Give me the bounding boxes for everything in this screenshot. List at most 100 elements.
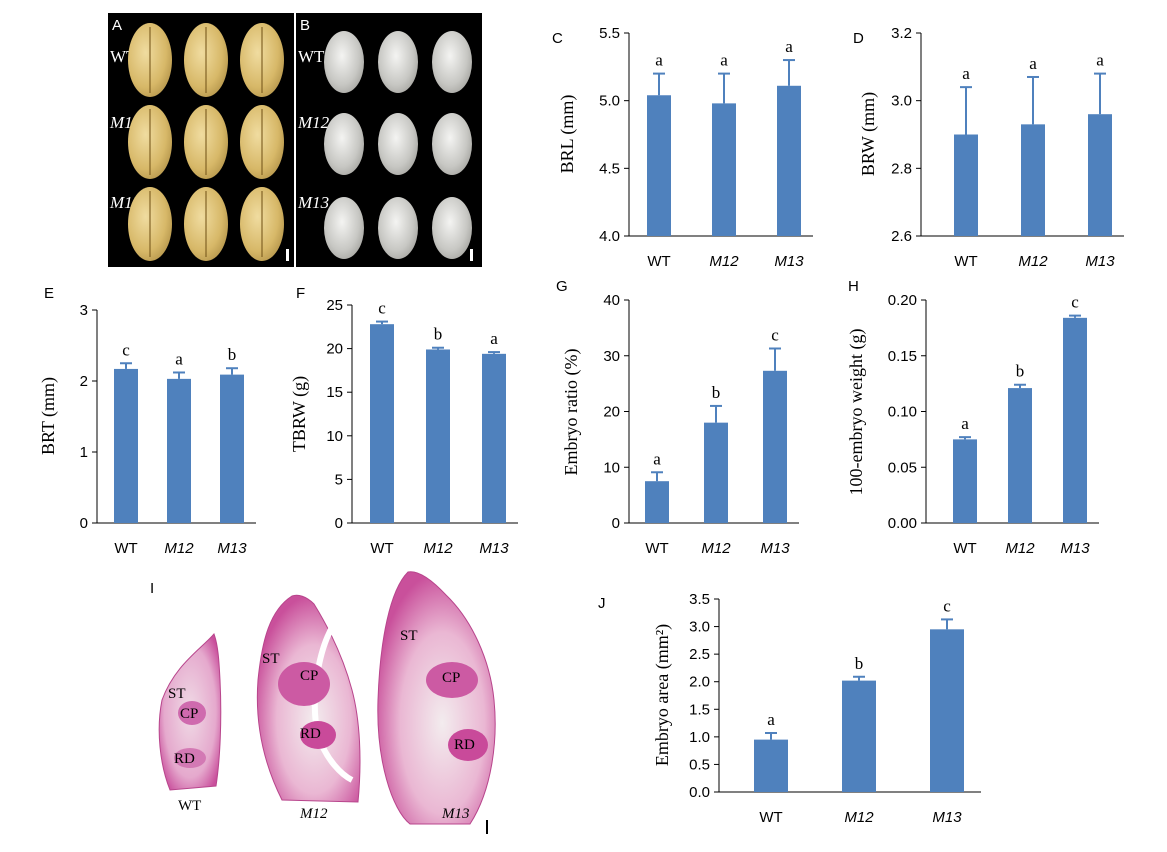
y-tick-label: 25 bbox=[326, 297, 343, 314]
bar-m12 bbox=[712, 103, 736, 236]
bar-wt bbox=[114, 368, 138, 523]
y-tick-label: 3.0 bbox=[689, 619, 710, 636]
section-caption-m12: M12 bbox=[300, 806, 328, 822]
panel-letter-h: H bbox=[848, 278, 859, 295]
category-label: M12 bbox=[1018, 253, 1048, 270]
y-axis-title: BRT (mm) bbox=[38, 377, 59, 455]
panel-letter-a: A bbox=[112, 17, 123, 34]
scale-bar bbox=[286, 249, 289, 261]
section-m13-cp bbox=[426, 662, 478, 698]
grain-image bbox=[240, 105, 284, 179]
category-label: M13 bbox=[760, 540, 790, 557]
significance-letter: a bbox=[175, 349, 183, 368]
y-tick-label: 4.5 bbox=[599, 160, 620, 177]
y-tick-label: 5 bbox=[335, 471, 343, 488]
section-label-rd: RD bbox=[454, 737, 475, 753]
panel-letter-c: C bbox=[552, 30, 563, 47]
y-tick-label: 0.5 bbox=[689, 756, 710, 773]
significance-letter: a bbox=[1029, 54, 1037, 73]
section-label-st: ST bbox=[400, 628, 418, 644]
category-label: M12 bbox=[423, 540, 453, 557]
category-label: WT bbox=[759, 809, 782, 826]
y-tick-label: 2.5 bbox=[689, 646, 710, 663]
y-tick-label: 4.0 bbox=[599, 228, 620, 245]
significance-letter: a bbox=[962, 64, 970, 83]
category-label: M13 bbox=[932, 809, 962, 826]
grain-image bbox=[128, 23, 172, 97]
grain-image bbox=[432, 197, 472, 259]
bar-m12 bbox=[1008, 388, 1032, 523]
y-axis-title: Embryo ratio (%) bbox=[561, 349, 582, 476]
y-tick-label: 5.5 bbox=[599, 25, 620, 42]
grain-image bbox=[184, 105, 228, 179]
photo-panel-dehulled: B WT M12 M13 bbox=[296, 13, 482, 267]
section-label-rd: RD bbox=[174, 751, 195, 767]
category-label: M13 bbox=[774, 253, 804, 270]
row-label-m12: M12 bbox=[298, 113, 330, 132]
category-label: M13 bbox=[1085, 253, 1115, 270]
y-tick-label: 0.0 bbox=[689, 784, 710, 801]
grain-image bbox=[240, 187, 284, 261]
bar-m13 bbox=[777, 85, 801, 236]
y-tick-label: 1 bbox=[80, 444, 88, 461]
significance-letter: c bbox=[378, 299, 386, 318]
significance-letter: a bbox=[653, 449, 661, 468]
panel-letter-e: E bbox=[44, 285, 55, 302]
photo-panel-hulled: A WT M12 M13 bbox=[108, 13, 294, 267]
chart-f: 0 5 10 15 20 25 TBRW (g) c WT b M12 a M13 bbox=[289, 297, 518, 557]
bar-m13 bbox=[1063, 317, 1087, 523]
bar-wt bbox=[954, 134, 978, 236]
section-m13 bbox=[377, 571, 496, 825]
section-label-st: ST bbox=[262, 651, 280, 667]
y-tick-label: 0.20 bbox=[888, 292, 917, 309]
panel-letter-i: I bbox=[150, 580, 155, 597]
row-label-m13: M13 bbox=[298, 193, 330, 212]
section-m12-rd bbox=[300, 721, 336, 749]
y-tick-label: 0.05 bbox=[888, 459, 917, 476]
bar-wt bbox=[370, 324, 394, 523]
chart-g: 0 10 20 30 40 Embryo ratio (%) a WT b M12 c M13 bbox=[561, 292, 799, 557]
y-tick-label: 0 bbox=[612, 515, 620, 532]
y-tick-label: 2.6 bbox=[891, 228, 912, 245]
y-axis-title: BRL (mm) bbox=[557, 95, 578, 174]
significance-letter: b bbox=[1016, 362, 1025, 381]
section-label-st: ST bbox=[168, 686, 186, 702]
grain-image bbox=[240, 23, 284, 97]
significance-letter: c bbox=[771, 326, 779, 345]
y-tick-label: 2 bbox=[80, 373, 88, 390]
y-tick-label: 2.0 bbox=[689, 674, 710, 691]
category-label: WT bbox=[114, 540, 137, 557]
grain-image bbox=[378, 113, 418, 175]
category-label: M13 bbox=[479, 540, 509, 557]
significance-letter: b bbox=[712, 383, 721, 402]
bar-m13 bbox=[930, 629, 964, 792]
category-label: WT bbox=[647, 253, 670, 270]
y-axis-title: Embryo area (mm²) bbox=[652, 624, 673, 766]
grain-image bbox=[378, 197, 418, 259]
y-tick-label: 1.0 bbox=[689, 729, 710, 746]
bar-m13 bbox=[482, 353, 506, 523]
y-axis-title: 100-embryo weight (g) bbox=[846, 329, 867, 496]
category-label: M12 bbox=[701, 540, 731, 557]
grain-image bbox=[324, 113, 364, 175]
scale-bar bbox=[486, 820, 488, 834]
significance-letter: c bbox=[1071, 293, 1079, 312]
section-caption-wt: WT bbox=[178, 798, 202, 814]
y-tick-label: 2.8 bbox=[891, 160, 912, 177]
bar-wt bbox=[754, 739, 788, 792]
bar-m13 bbox=[763, 370, 787, 523]
category-label: M13 bbox=[1060, 540, 1090, 557]
grain-image bbox=[324, 197, 364, 259]
category-label: M12 bbox=[844, 809, 874, 826]
significance-letter: a bbox=[655, 51, 663, 70]
y-tick-label: 0 bbox=[80, 515, 88, 532]
y-tick-label: 20 bbox=[603, 404, 620, 421]
significance-letter: a bbox=[767, 710, 775, 729]
bar-wt bbox=[647, 95, 671, 237]
bar-m13 bbox=[1088, 114, 1112, 236]
y-tick-label: 3.5 bbox=[689, 591, 710, 608]
significance-letter: c bbox=[943, 596, 951, 615]
y-tick-label: 3.0 bbox=[891, 93, 912, 110]
